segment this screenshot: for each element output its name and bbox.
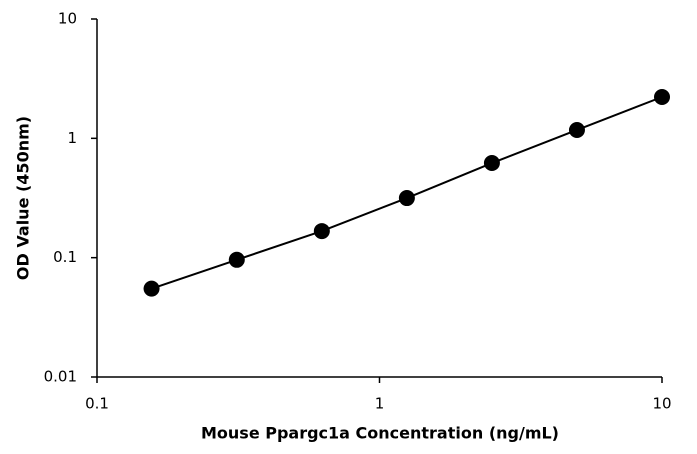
x-tick-label: 1 bbox=[375, 395, 385, 413]
data-point bbox=[483, 155, 500, 172]
y-tick-label: 10 bbox=[58, 10, 77, 28]
y-tick-label: 1 bbox=[67, 129, 77, 147]
x-tick-label: 10 bbox=[652, 395, 671, 413]
data-point bbox=[398, 190, 415, 207]
data-point bbox=[313, 223, 330, 240]
y-tick-label: 0.01 bbox=[44, 368, 77, 386]
y-axis-label: OD Value (450nm) bbox=[14, 116, 33, 280]
x-tick-label: 0.1 bbox=[85, 395, 109, 413]
data-point bbox=[568, 121, 585, 138]
x-axis-label: Mouse Ppargc1a Concentration (ng/mL) bbox=[201, 424, 559, 443]
data-point bbox=[654, 89, 670, 106]
data-point bbox=[143, 280, 160, 297]
y-tick-label: 0.1 bbox=[53, 248, 77, 266]
data-point bbox=[228, 251, 245, 268]
